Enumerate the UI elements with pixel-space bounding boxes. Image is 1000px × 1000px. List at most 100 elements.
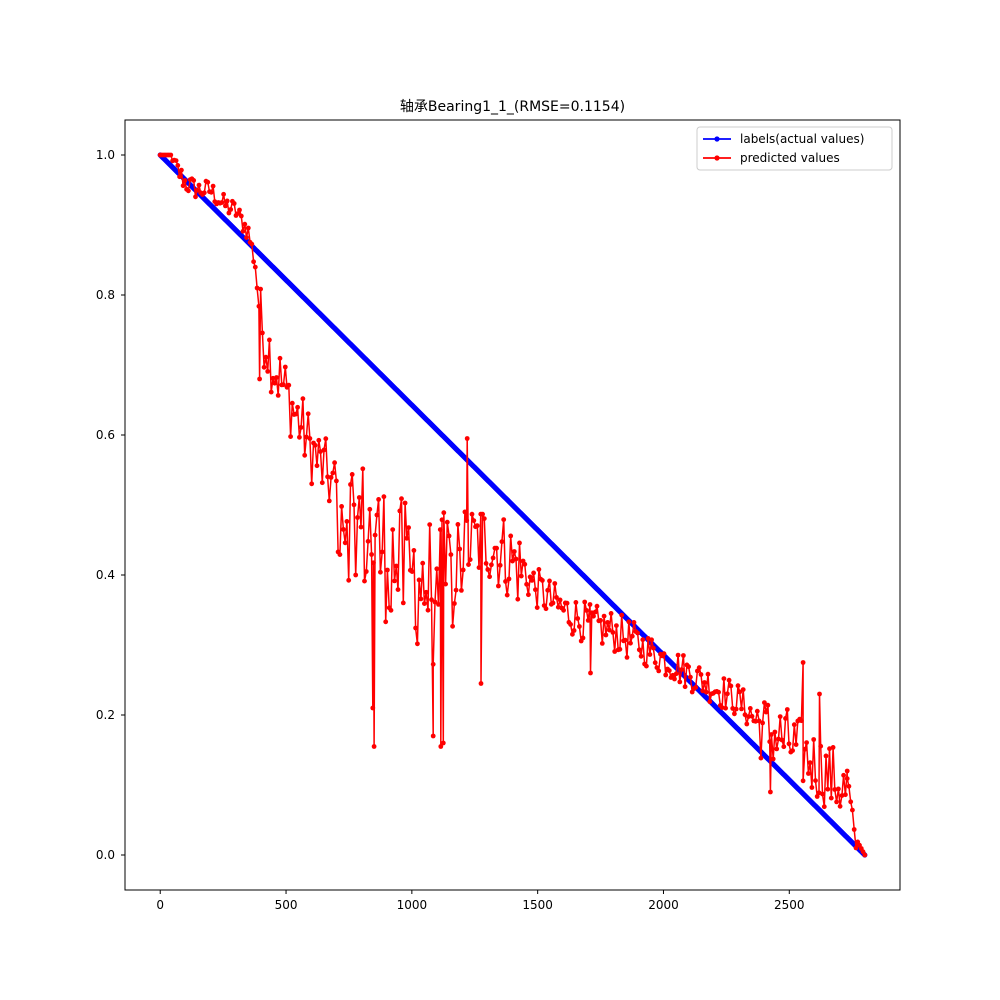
point-predicted <box>360 466 366 472</box>
point-predicted <box>363 569 369 574</box>
point-predicted <box>432 599 438 605</box>
point-predicted <box>231 201 237 206</box>
point-predicted <box>804 740 809 745</box>
point-predicted <box>429 597 434 603</box>
point-predicted <box>332 460 337 466</box>
point-predicted <box>321 447 327 453</box>
x-tick-label: 2000 <box>648 898 679 912</box>
point-predicted <box>624 655 630 660</box>
point-predicted <box>413 625 418 631</box>
point-predicted <box>575 616 581 621</box>
point-predicted <box>784 707 790 712</box>
point-predicted <box>836 786 841 792</box>
y-tick-label: 0.0 <box>96 848 115 862</box>
legend: labels(actual values) predicted values <box>696 126 893 171</box>
point-predicted <box>603 632 609 638</box>
point-predicted <box>705 671 711 677</box>
point-predicted <box>522 561 528 567</box>
point-predicted <box>388 607 394 613</box>
point-predicted <box>286 382 292 388</box>
point-predicted <box>636 647 642 653</box>
point-predicted <box>503 579 508 584</box>
point-predicted <box>376 497 381 502</box>
point-predicted <box>439 517 445 523</box>
point-predicted <box>758 755 764 761</box>
point-predicted <box>651 645 656 651</box>
point-predicted <box>783 716 788 721</box>
point-predicted <box>330 470 336 476</box>
point-predicted <box>769 732 774 737</box>
point-predicted <box>862 852 868 858</box>
point-predicted <box>257 376 262 382</box>
point-predicted <box>531 570 536 576</box>
point-predicted <box>485 567 491 572</box>
point-predicted <box>740 687 746 692</box>
point-predicted <box>323 436 329 442</box>
point-predicted <box>698 672 704 677</box>
point-predicted <box>393 563 399 569</box>
y-tick-label: 1.0 <box>96 148 115 162</box>
point-predicted <box>716 689 721 695</box>
legend-label: labels(actual values) <box>740 132 864 146</box>
point-predicted <box>346 577 352 583</box>
series-markers-predicted <box>157 152 868 858</box>
point-predicted <box>793 742 799 747</box>
point-predicted <box>853 845 859 851</box>
point-predicted <box>295 404 300 410</box>
point-predicted <box>448 552 454 557</box>
point-predicted <box>466 562 471 567</box>
point-predicted <box>779 737 785 743</box>
point-predicted <box>534 605 540 610</box>
point-predicted <box>721 676 727 681</box>
point-predicted <box>656 668 662 674</box>
point-predicted <box>390 527 396 532</box>
point-predicted <box>644 663 649 669</box>
point-predicted <box>584 608 589 613</box>
point-predicted <box>196 182 202 188</box>
point-predicted <box>337 552 343 557</box>
point-predicted <box>802 746 808 752</box>
point-predicted <box>837 803 843 809</box>
point-predicted <box>749 713 755 719</box>
point-predicted <box>626 619 632 625</box>
point-predicted <box>496 583 501 589</box>
point-predicted <box>186 188 191 194</box>
point-predicted <box>497 562 503 568</box>
point-predicted <box>191 178 197 183</box>
point-predicted <box>844 776 850 781</box>
point-predicted <box>610 630 616 635</box>
point-predicted <box>688 674 693 680</box>
point-predicted <box>739 706 744 712</box>
point-predicted <box>415 641 420 647</box>
point-predicted <box>517 540 522 546</box>
point-predicted <box>552 581 558 586</box>
point-predicted <box>693 685 699 690</box>
point-predicted <box>219 200 225 205</box>
point-predicted <box>577 624 582 629</box>
point-predicted <box>210 183 216 189</box>
point-predicted <box>628 640 633 646</box>
point-predicted <box>367 506 373 512</box>
point-predicted <box>587 602 593 607</box>
point-predicted <box>300 396 306 402</box>
point-predicted <box>467 557 473 562</box>
point-predicted <box>437 527 443 532</box>
point-predicted <box>351 502 357 508</box>
point-predicted <box>249 241 255 247</box>
point-predicted <box>402 500 408 506</box>
point-predicted <box>728 683 734 689</box>
point-predicted <box>677 679 683 685</box>
point-predicted <box>282 364 288 370</box>
point-predicted <box>316 437 322 443</box>
point-predicted <box>309 481 315 487</box>
point-predicted <box>251 259 256 265</box>
point-predicted <box>818 743 824 749</box>
point-predicted <box>450 623 455 629</box>
point-predicted <box>395 587 401 592</box>
legend-box <box>696 126 893 171</box>
point-predicted <box>594 603 600 609</box>
point-predicted <box>208 189 214 195</box>
point-predicted <box>707 699 713 705</box>
point-predicted <box>790 748 795 753</box>
point-predicted <box>550 600 556 606</box>
